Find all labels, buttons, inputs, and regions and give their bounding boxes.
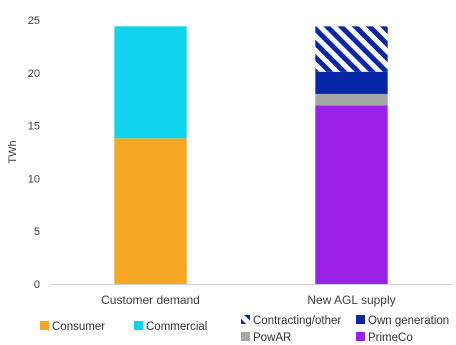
legend-swatch: [40, 321, 49, 330]
y-axis-label: TWh: [7, 140, 19, 163]
legend-swatch: [356, 315, 365, 324]
y-tick-label: 5: [34, 226, 40, 238]
legend-label: PrimeCo: [368, 332, 413, 344]
legend-swatch: [356, 332, 365, 341]
legend-label: Contracting/other: [253, 315, 341, 327]
bar-segment-powar: [315, 93, 388, 106]
bar-segment-consumer: [114, 138, 187, 284]
legend-swatch: [241, 332, 250, 341]
legend-swatch: [241, 315, 250, 324]
legend-label: Own generation: [368, 315, 449, 327]
legend-label: PowAR: [253, 332, 291, 344]
legend-swatch: [134, 321, 143, 330]
bar-segment-primeco: [315, 105, 388, 284]
legend-label: Commercial: [146, 321, 207, 333]
bar-segment-contracting-other: [315, 26, 388, 72]
x-category-label: Customer demand: [101, 293, 200, 307]
bar-segment-commercial: [114, 26, 187, 139]
y-tick-label: 10: [28, 173, 40, 185]
y-tick-label: 15: [28, 121, 40, 133]
x-category-label: New AGL supply: [307, 293, 395, 307]
y-tick-label: 20: [28, 68, 40, 80]
legend-label: Consumer: [52, 321, 105, 333]
y-tick-label: 0: [34, 279, 40, 291]
bar-segment-own-generation: [315, 71, 388, 94]
y-tick-label: 25: [28, 15, 40, 27]
